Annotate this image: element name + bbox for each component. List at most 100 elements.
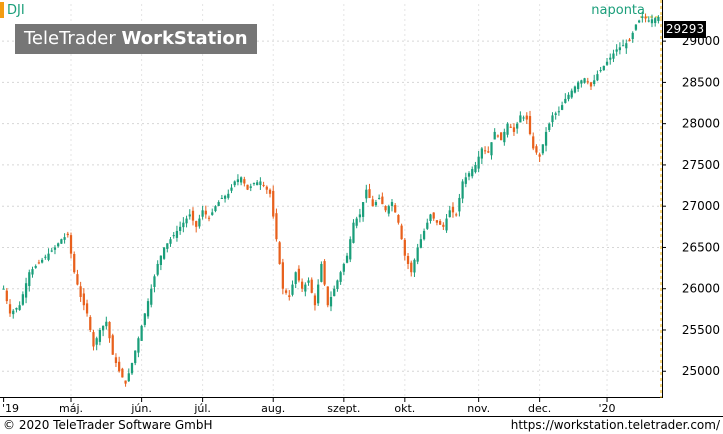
candle-body bbox=[403, 239, 406, 256]
symbol-label[interactable]: DJI bbox=[7, 3, 25, 18]
candle-body bbox=[474, 164, 477, 173]
candle-body bbox=[21, 294, 24, 305]
candle-body bbox=[564, 98, 567, 103]
x-tick-label: '19 bbox=[2, 402, 19, 415]
candle-body bbox=[240, 177, 243, 183]
candle-body bbox=[352, 222, 355, 243]
candle-body bbox=[101, 325, 105, 331]
candle-body bbox=[214, 206, 217, 212]
candle-body bbox=[342, 263, 345, 272]
candle-body bbox=[105, 321, 108, 327]
candle-body bbox=[50, 250, 53, 252]
candle-body bbox=[589, 82, 593, 87]
candle-body bbox=[256, 182, 259, 186]
candle-body bbox=[487, 151, 490, 153]
candle-body bbox=[499, 132, 503, 141]
candle-body bbox=[432, 212, 435, 219]
candle-body bbox=[127, 373, 130, 382]
candle-body bbox=[262, 184, 265, 186]
candle-body bbox=[92, 332, 95, 347]
candle-body bbox=[288, 295, 291, 297]
candle-body bbox=[593, 80, 596, 84]
x-tick-label: aug. bbox=[261, 402, 285, 415]
candle-body bbox=[143, 313, 146, 325]
candle-body bbox=[480, 148, 483, 159]
candle-body bbox=[320, 263, 323, 282]
candle-body bbox=[60, 239, 63, 244]
candle-body bbox=[268, 189, 272, 194]
candle-body bbox=[185, 218, 188, 224]
candle-body bbox=[609, 57, 612, 60]
candle-body bbox=[207, 217, 211, 219]
candle-body bbox=[471, 169, 474, 177]
candle-body bbox=[31, 269, 34, 275]
candle-body bbox=[532, 136, 535, 149]
candle-body bbox=[166, 243, 169, 249]
y-tick-label: 26000 bbox=[682, 282, 720, 296]
plot-area[interactable] bbox=[0, 0, 663, 398]
candle-body bbox=[625, 43, 628, 49]
candle-body bbox=[317, 284, 320, 304]
candle-body bbox=[560, 105, 564, 110]
candle-body bbox=[114, 357, 118, 363]
footer-url-link[interactable]: https://workstation.teletrader.com/ bbox=[510, 418, 720, 432]
candle-body bbox=[461, 181, 464, 199]
candle-body bbox=[445, 218, 448, 231]
candle-body bbox=[384, 206, 387, 211]
candle-body bbox=[333, 288, 336, 297]
candle-body bbox=[448, 210, 451, 218]
candle-body bbox=[477, 156, 480, 169]
candle-body bbox=[442, 224, 445, 227]
candle-body bbox=[390, 202, 394, 206]
symbol-color-marker bbox=[0, 2, 4, 18]
candle-body bbox=[496, 135, 500, 137]
candle-body bbox=[439, 221, 442, 225]
candle-body bbox=[426, 222, 429, 229]
candle-body bbox=[182, 222, 185, 228]
candle-body bbox=[69, 235, 73, 254]
candle-body bbox=[631, 32, 634, 40]
x-tick-label: nov. bbox=[467, 402, 490, 415]
candle-body bbox=[134, 350, 137, 364]
x-tick-label: okt. bbox=[394, 402, 415, 415]
y-tick-label: 27000 bbox=[682, 199, 720, 213]
candle-body bbox=[451, 206, 455, 213]
candle-body bbox=[586, 81, 589, 83]
candle-body bbox=[249, 186, 252, 188]
candle-body bbox=[211, 212, 214, 215]
period-label[interactable]: naponta bbox=[591, 3, 645, 18]
candle-body bbox=[162, 247, 166, 259]
candle-body bbox=[336, 280, 339, 289]
candle-body bbox=[525, 115, 528, 120]
x-tick-label: máj. bbox=[59, 402, 83, 415]
candle-body bbox=[509, 126, 512, 128]
candle-body bbox=[573, 86, 577, 93]
candle-body bbox=[455, 214, 458, 216]
candle-body bbox=[146, 301, 150, 317]
candle-body bbox=[195, 221, 198, 227]
candle-body bbox=[284, 290, 288, 293]
candle-body bbox=[464, 177, 467, 184]
candle-body bbox=[118, 361, 121, 372]
candle-body bbox=[201, 210, 204, 217]
candle-body bbox=[554, 113, 557, 115]
candle-body bbox=[294, 272, 297, 284]
candle-body bbox=[169, 239, 172, 244]
candle-body bbox=[204, 210, 207, 215]
candle-body bbox=[605, 61, 609, 65]
candlestick-chart: 25000 25500 26000 26500 27000 27500 28000 28500… bbox=[2, 0, 720, 415]
candle-body bbox=[512, 127, 516, 132]
price-axis-line bbox=[662, 0, 663, 398]
candle-body bbox=[175, 230, 179, 238]
candle-body bbox=[108, 321, 111, 339]
candle-body bbox=[259, 181, 262, 186]
candle-body bbox=[410, 262, 413, 273]
candle-body bbox=[37, 262, 41, 264]
candle-body bbox=[313, 295, 317, 306]
candle-body bbox=[490, 142, 493, 156]
candle-body bbox=[621, 45, 625, 47]
candle-body bbox=[516, 123, 519, 129]
candle-body bbox=[406, 256, 410, 264]
logo-brand-bold: WorkStation bbox=[121, 28, 248, 49]
candle-body bbox=[252, 183, 256, 185]
